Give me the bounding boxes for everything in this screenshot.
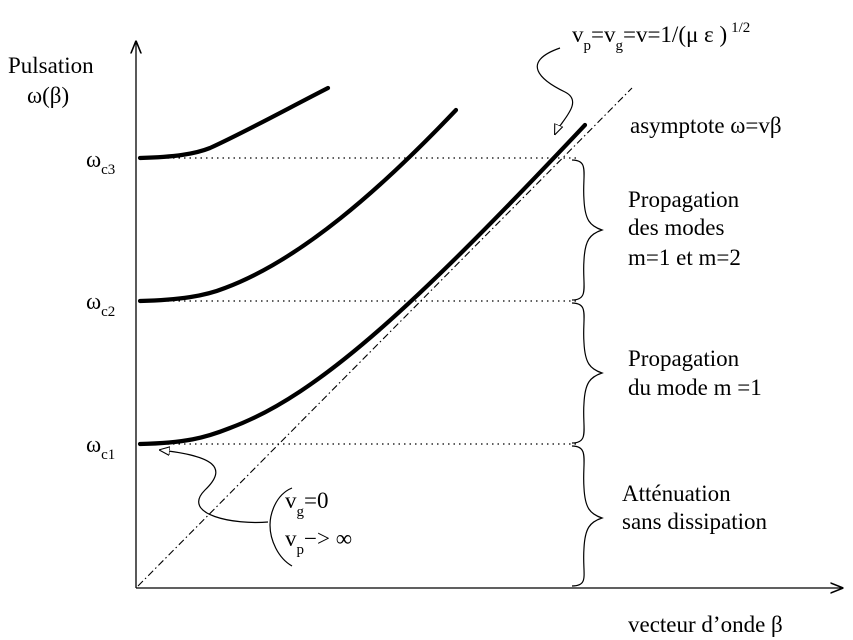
- mode-curve-3: [137, 85, 331, 161]
- cutoff-label-c1: ωc1: [86, 432, 115, 463]
- cutoff-label-c2: ωc2: [86, 289, 115, 320]
- cutoff-label-c3: ωc3: [86, 147, 115, 178]
- svg-text:ωc1: ωc1: [86, 432, 115, 463]
- brace-top: [571, 159, 604, 301]
- svg-text:vp−> ∞: vp−> ∞: [285, 526, 352, 558]
- asymptote-line: [137, 87, 633, 587]
- svg-text:Atténuation: Atténuation: [622, 481, 731, 506]
- brace-bottom: [571, 445, 604, 587]
- region-label-top: Propagation des modes m=1 et m=2: [628, 187, 741, 270]
- region-label-bottom: Atténuation sans dissipation: [622, 481, 768, 534]
- region-label-middle: Propagation du mode m =1: [628, 346, 762, 400]
- svg-text:vg=0: vg=0: [285, 488, 328, 520]
- phase-group-velocity-note: vp=vg=v=1/(μ ε ) 1/2: [572, 20, 750, 54]
- svg-text:des modes: des modes: [628, 215, 725, 240]
- velocity-note-pointer: [536, 47, 574, 134]
- svg-text:sans dissipation: sans dissipation: [622, 509, 768, 534]
- group-velocity-pointer: [160, 450, 269, 524]
- group-velocity-bracket: [269, 487, 293, 567]
- svg-text:Propagation: Propagation: [628, 187, 740, 212]
- y-axis-label-line1: Pulsation: [8, 53, 94, 78]
- svg-text:ωc2: ωc2: [86, 289, 115, 320]
- svg-text:m=1 et m=2: m=1 et m=2: [628, 245, 741, 270]
- svg-text:vp=vg=v=1/(μ ε )1/2: vp=vg=v=1/(μ ε ) 1/2: [572, 20, 750, 54]
- svg-text:du mode m =1: du mode m =1: [628, 375, 762, 400]
- svg-text:Propagation: Propagation: [628, 346, 740, 371]
- y-axis-label-line2: ω(β): [27, 83, 69, 108]
- svg-text:ωc3: ωc3: [86, 147, 115, 178]
- group-velocity-note: vg=0 vp−> ∞: [285, 488, 352, 558]
- brace-middle: [571, 302, 604, 444]
- mode-curve-1: [137, 122, 588, 447]
- x-axis-label: vecteur d’onde β: [628, 612, 783, 637]
- asymptote-label: asymptote ω=vβ: [630, 113, 782, 138]
- mode-curve-2: [137, 107, 459, 304]
